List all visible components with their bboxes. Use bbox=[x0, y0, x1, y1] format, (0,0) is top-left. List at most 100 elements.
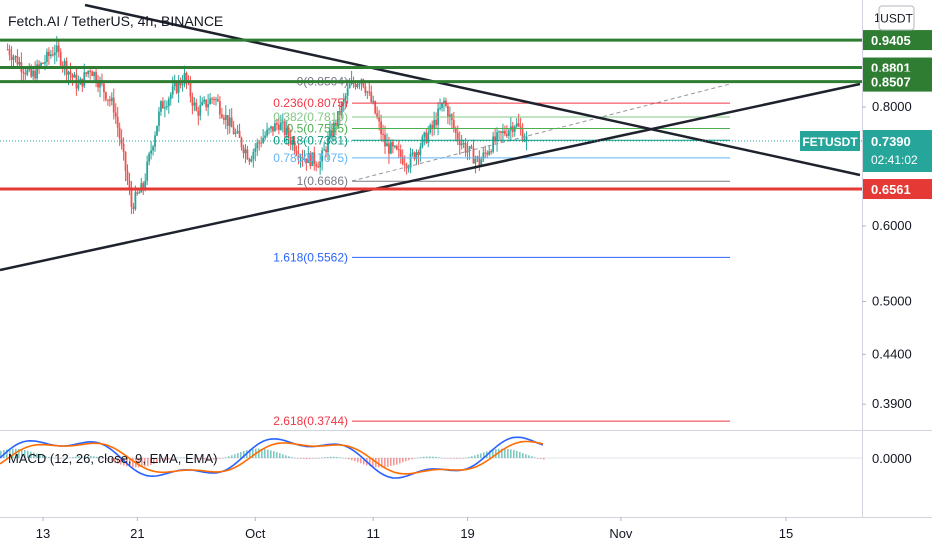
candle-body bbox=[14, 56, 17, 58]
candle-body bbox=[488, 151, 491, 155]
candle-body bbox=[69, 71, 72, 75]
macd-histogram-bar bbox=[264, 449, 266, 458]
candle-body bbox=[307, 153, 310, 164]
macd-histogram-bar bbox=[447, 458, 449, 459]
macd-histogram-bar bbox=[243, 451, 245, 458]
macd-indicator[interactable] bbox=[0, 436, 862, 479]
symbol-tag[interactable] bbox=[800, 131, 860, 151]
macd-histogram-bar bbox=[99, 457, 101, 459]
candle-body bbox=[382, 133, 384, 135]
macd-histogram-bar bbox=[237, 453, 239, 458]
macd-histogram-bar bbox=[195, 458, 197, 459]
candle-body bbox=[490, 151, 493, 153]
candle-body bbox=[209, 98, 211, 105]
macd-histogram-bar bbox=[27, 450, 29, 458]
current-price-tag[interactable] bbox=[863, 130, 932, 172]
macd-histogram-bar bbox=[117, 458, 119, 464]
candle-body bbox=[264, 135, 267, 138]
candle-body bbox=[106, 99, 109, 101]
candle-body bbox=[386, 143, 388, 147]
candle-body bbox=[205, 99, 208, 108]
candle-body bbox=[228, 117, 231, 126]
macd-histogram-bar bbox=[342, 457, 344, 459]
candle-body bbox=[167, 99, 170, 107]
candle-body bbox=[338, 111, 341, 115]
candle-body bbox=[252, 151, 255, 160]
candle-body bbox=[403, 163, 406, 165]
ascending-trendline[interactable] bbox=[0, 82, 861, 272]
macd-histogram-bar bbox=[399, 458, 401, 464]
candle-body bbox=[301, 157, 304, 161]
trendlines[interactable] bbox=[0, 3, 861, 272]
fib-trend-dashed-line[interactable] bbox=[351, 83, 731, 182]
macd-histogram-bar bbox=[141, 458, 143, 468]
candle-body bbox=[297, 153, 300, 158]
candle-body bbox=[148, 153, 151, 162]
candle-body bbox=[207, 104, 210, 108]
fib-level-label: 1(0.6686) bbox=[297, 174, 348, 188]
macd-histogram-bar bbox=[75, 456, 77, 458]
macd-histogram-bar bbox=[363, 458, 365, 465]
macd-histogram-bar bbox=[483, 452, 485, 458]
fibonacci-retracement[interactable]: 0(0.8504)0.236(0.8075)0.382(0.7810)0.5(0… bbox=[273, 75, 731, 428]
candle-body bbox=[407, 167, 410, 169]
candle-body bbox=[93, 72, 96, 77]
horizontal-level-tag[interactable] bbox=[863, 30, 932, 51]
candle-body bbox=[313, 152, 316, 165]
price-axis[interactable]: 0.8000 0.6000 0.5000 0.4400 0.3900 0.0000 bbox=[862, 99, 912, 466]
price-axis-tick-label: 0.3900 bbox=[872, 396, 912, 411]
candle-body bbox=[234, 132, 237, 135]
candle-body bbox=[262, 137, 265, 143]
macd-histogram-bar bbox=[249, 449, 251, 458]
macd-histogram-bar bbox=[180, 457, 182, 459]
macd-axis-label: 0.0000 bbox=[872, 451, 912, 466]
candle-body bbox=[521, 129, 524, 141]
macd-histogram-bar bbox=[273, 451, 275, 458]
macd-histogram-bar bbox=[186, 457, 188, 459]
currency-button[interactable] bbox=[878, 5, 915, 31]
macd-histogram-bar bbox=[48, 456, 50, 458]
macd-histogram-bar bbox=[378, 458, 380, 468]
macd-histogram-bar bbox=[267, 449, 269, 458]
candle-body bbox=[220, 114, 223, 118]
macd-histogram-bar bbox=[513, 450, 515, 458]
horizontal-level-tag[interactable] bbox=[863, 179, 932, 200]
candlestick-series[interactable] bbox=[6, 35, 528, 215]
macd-pane[interactable] bbox=[0, 431, 862, 517]
macd-histogram-bar bbox=[438, 457, 440, 458]
macd-histogram-bar bbox=[156, 458, 158, 464]
macd-histogram-bar bbox=[66, 457, 68, 459]
macd-label[interactable]: MACD (12, 26, close, 9, EMA, EMA) bbox=[8, 451, 218, 466]
descending-trendline[interactable] bbox=[84, 3, 861, 177]
candle-body bbox=[199, 105, 202, 116]
candle-body bbox=[89, 70, 92, 72]
time-axis[interactable]: 13 21 Oct 11 19 Nov 15 bbox=[36, 517, 793, 541]
candle-body bbox=[423, 132, 426, 137]
candle-body bbox=[112, 97, 115, 113]
macd-histogram-bar bbox=[153, 458, 155, 465]
candle-body bbox=[57, 45, 60, 52]
candle-body bbox=[144, 180, 147, 189]
horizontal-level-tag[interactable] bbox=[863, 71, 932, 92]
candle-body bbox=[342, 98, 345, 104]
macd-histogram-bar bbox=[444, 458, 446, 459]
macd-histogram-bar bbox=[327, 456, 329, 458]
macd-histogram-bar bbox=[87, 455, 89, 458]
candle-body bbox=[276, 123, 278, 125]
candle-body bbox=[321, 150, 324, 162]
candle-body bbox=[456, 132, 459, 140]
candle-body bbox=[513, 126, 516, 132]
candle-body bbox=[435, 119, 438, 126]
macd-histogram-bar bbox=[204, 458, 206, 460]
candle-body bbox=[397, 149, 400, 151]
candle-body bbox=[411, 152, 414, 154]
macd-histogram-bar bbox=[297, 458, 299, 459]
macd-histogram-bar bbox=[522, 453, 524, 458]
macd-signal-line[interactable] bbox=[0, 440, 544, 475]
macd-histogram-bar bbox=[450, 458, 452, 459]
main-pane[interactable] bbox=[0, 0, 862, 430]
candle-body bbox=[120, 138, 123, 144]
candle-body bbox=[44, 61, 46, 64]
